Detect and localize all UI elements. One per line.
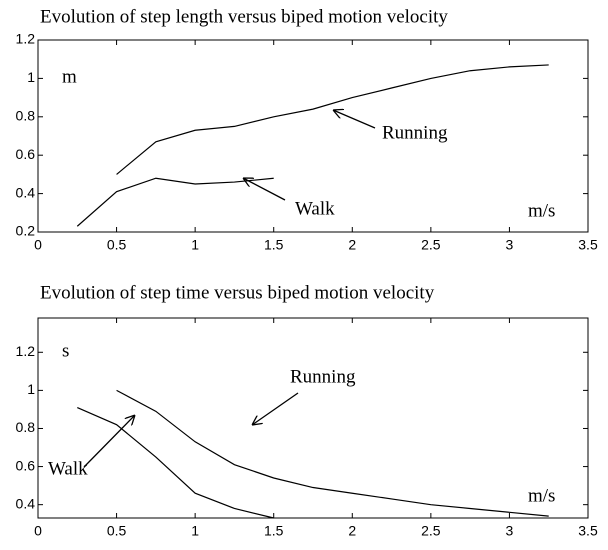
series-annotation: Running [382,122,448,143]
y-tick-label: 0.6 [16,146,36,162]
annotation-arrow [252,392,299,425]
y-tick-label: 1.2 [16,31,36,47]
x-tick-label: 2 [348,523,356,539]
line-series [76,177,274,227]
x-tick-label: 3 [506,237,514,253]
y-tick-label: 0.8 [16,108,36,124]
y-tick-label: 0.2 [16,223,36,239]
annotation-arrow [83,415,135,468]
y-tick-label: 1 [27,69,35,85]
series-annotation: Running [290,366,356,387]
x-tick-label: 2 [348,237,356,253]
x-tick-label: 2.5 [421,523,441,539]
x-tick-label: 1 [191,523,199,539]
x-tick-label: 0 [34,237,42,253]
plot-frame [37,317,589,519]
x-tick-label: 1 [191,237,199,253]
annotation-arrow [333,110,376,129]
x-tick-label: 1.5 [264,523,284,539]
x-tick-label: 2.5 [421,237,441,253]
annotation-arrow [243,178,286,201]
x-tick-label: 0 [34,523,42,539]
y-axis-unit: s [62,340,69,361]
y-tick-label: 0.4 [16,495,36,511]
x-tick-label: 3 [506,523,514,539]
y-tick-label: 0.6 [16,457,36,473]
y-tick-label: 0.4 [16,184,36,200]
chart-title: Evolution of step time versus biped moti… [40,282,435,303]
y-tick-label: 1.2 [16,343,36,359]
series-annotation: Walk [48,458,88,479]
y-axis-unit: m [62,66,77,87]
y-tick-label: 1 [27,381,35,397]
plot-frame [37,39,589,233]
x-tick-label: 0.5 [107,523,127,539]
x-axis-unit: m/s [528,200,555,221]
series-annotation: Walk [295,198,335,219]
x-axis-unit: m/s [528,485,555,506]
x-tick-label: 1.5 [264,237,284,253]
line-series [116,64,549,175]
chart-title: Evolution of step length versus biped mo… [40,6,448,27]
x-tick-label: 3.5 [578,237,598,253]
x-tick-label: 0.5 [107,237,127,253]
y-tick-label: 0.8 [16,419,36,435]
line-series [77,406,274,519]
x-tick-label: 3.5 [578,523,598,539]
line-series [116,389,549,517]
